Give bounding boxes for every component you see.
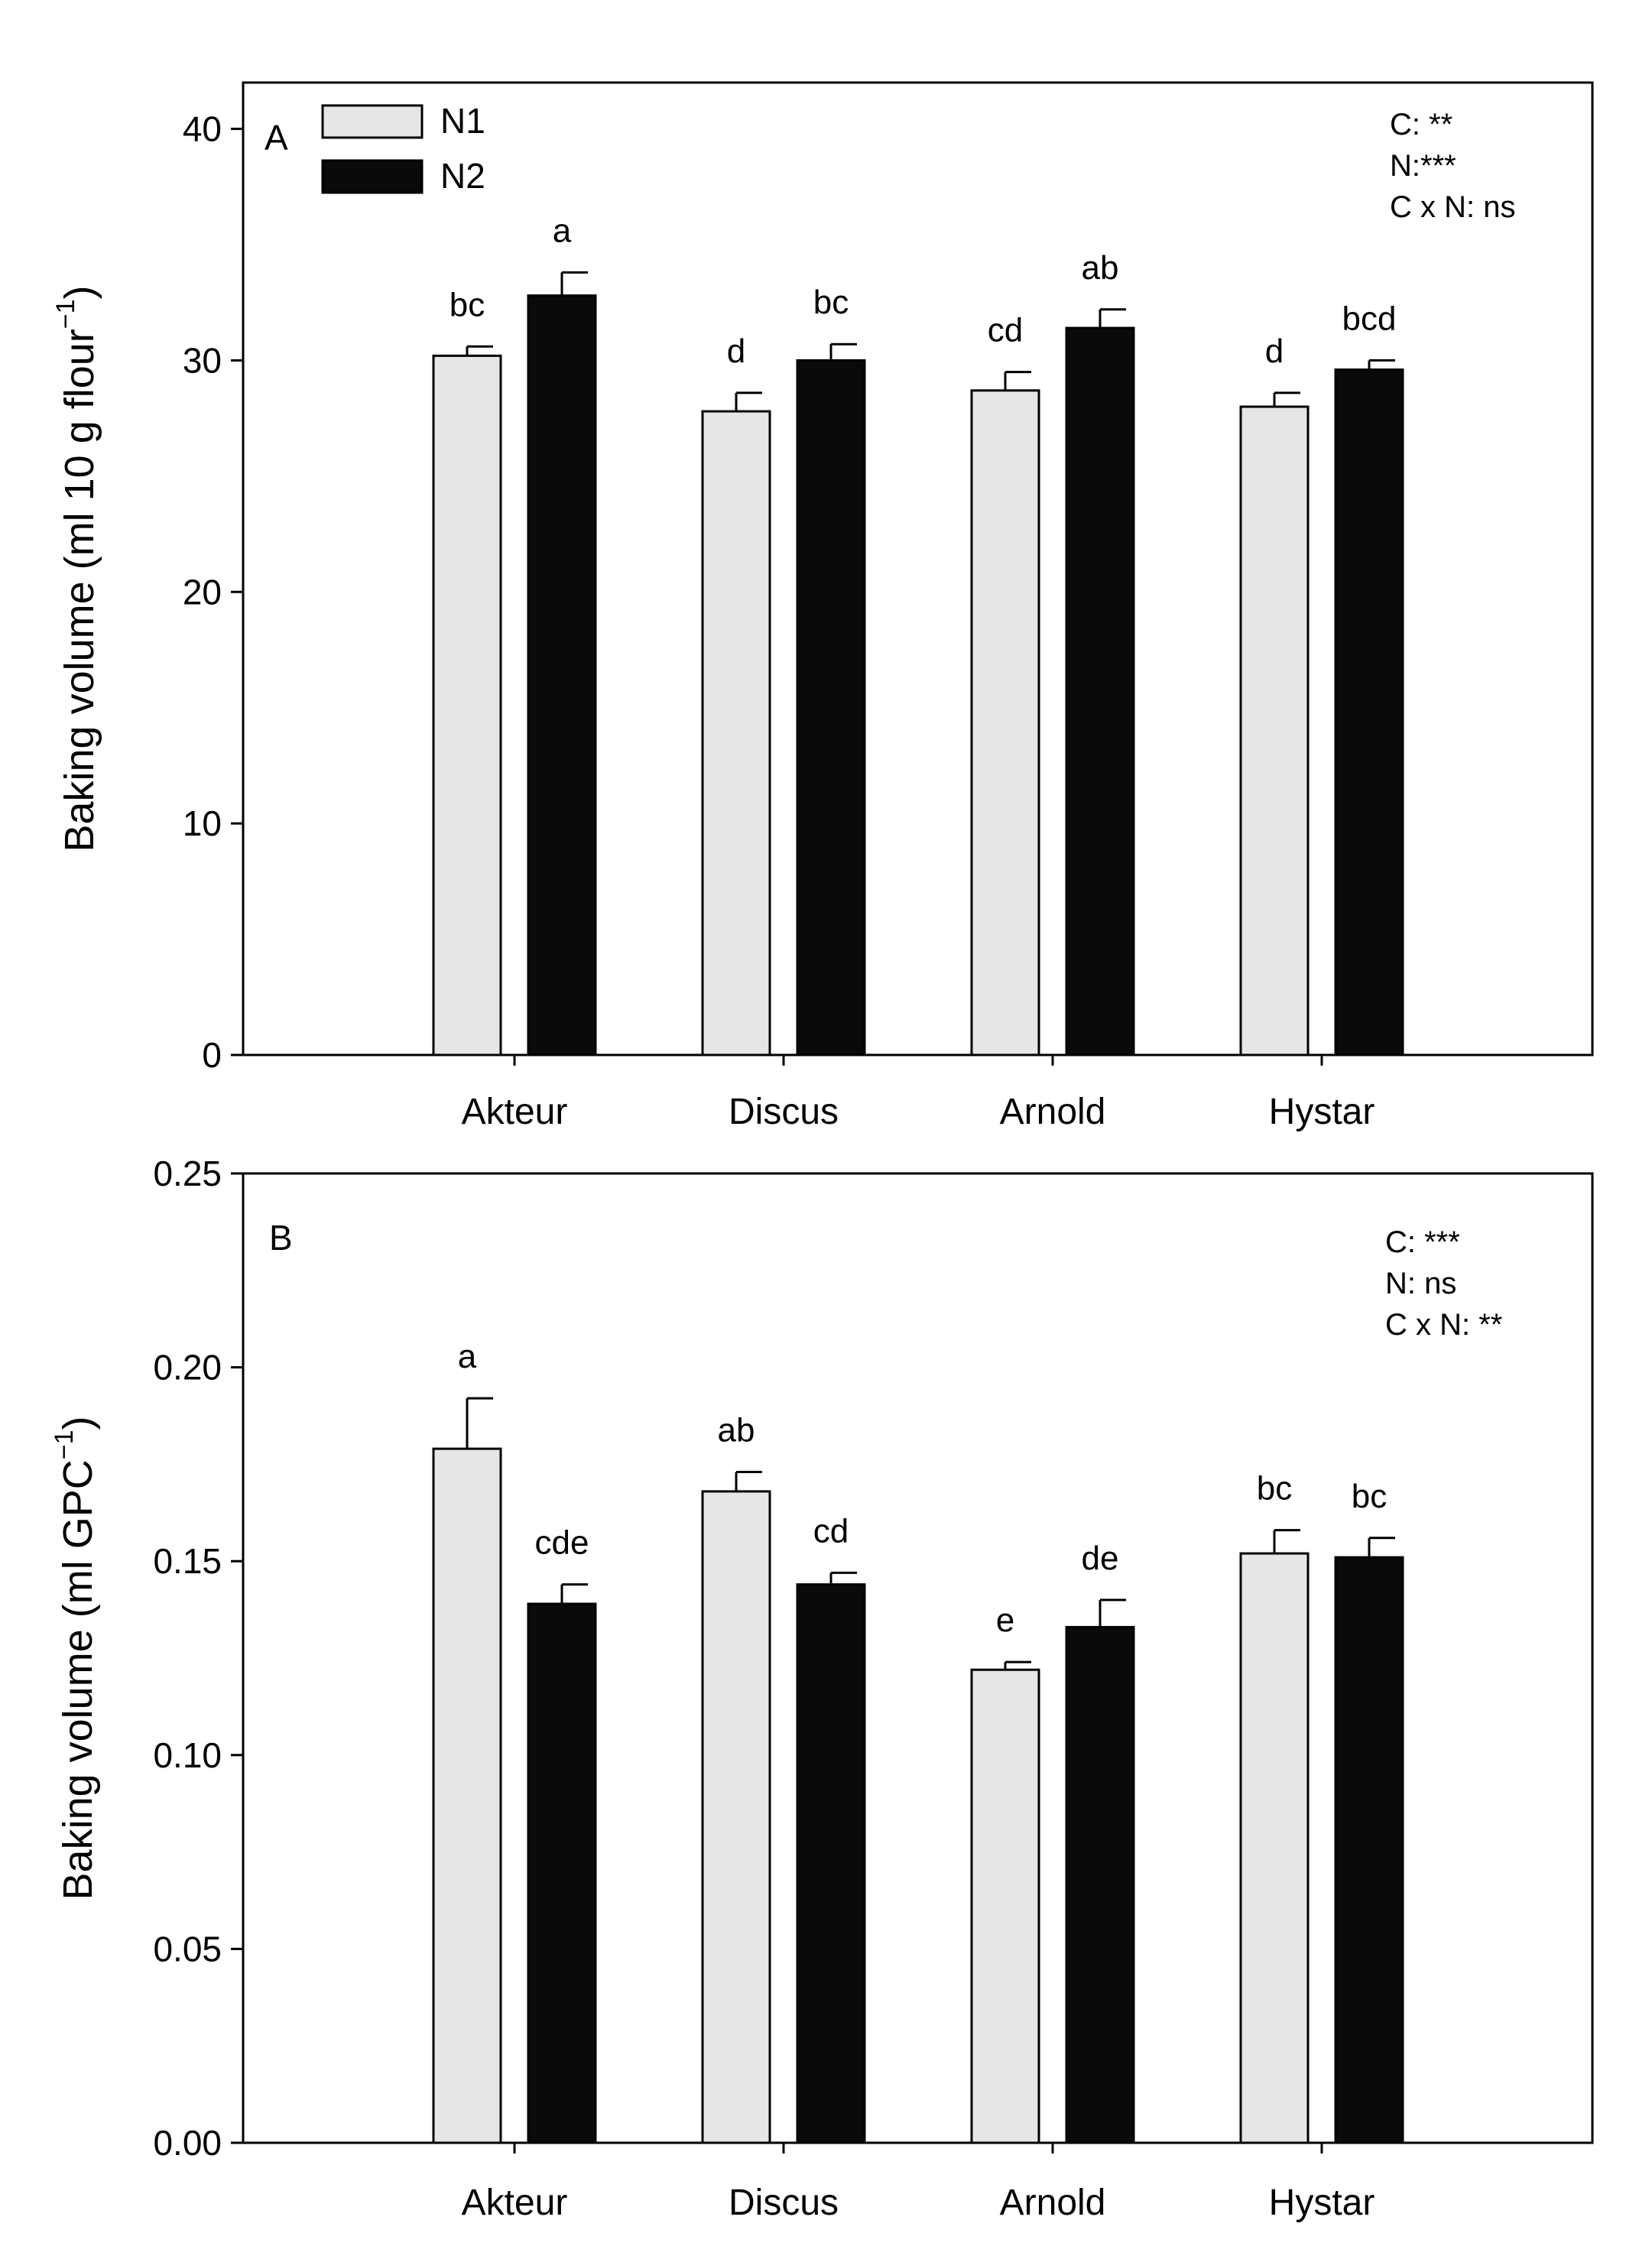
y-axis-title-main: Baking volume (ml GPC: [55, 1459, 101, 1900]
x-tick-label: Arnold: [1000, 2183, 1106, 2223]
significance-letter: d: [727, 333, 745, 370]
significance-letter: bc: [1257, 1470, 1292, 1508]
significance-letter: e: [996, 1602, 1014, 1639]
x-tick-label: Akteur: [462, 2183, 568, 2223]
significance-letter: ab: [718, 1412, 755, 1449]
significance-letter: bc: [450, 286, 485, 323]
bar-n2-arnold: [1065, 1625, 1135, 2144]
stats-annotation: N:***: [1390, 149, 1456, 183]
bar-n1-hystar: [1239, 405, 1310, 1056]
significance-letter: cd: [813, 1512, 849, 1550]
chart-panel-b: 0.00 0.05 0.10 0.15 0.20 0.25 Baking volume (m…: [50, 1154, 1594, 2223]
significance-letter: bc: [813, 284, 849, 321]
bar-n1-discus: [701, 1490, 771, 2144]
significance-letter: cde: [535, 1524, 589, 1562]
bar-n1-akteur: [432, 354, 502, 1056]
bar-n1-akteur: [432, 1447, 502, 2144]
significance-letter: de: [1082, 1540, 1119, 1577]
y-axis-title-exponent: −1: [51, 299, 80, 329]
significance-letter: ab: [1082, 249, 1119, 287]
x-tick-label: Discus: [729, 2183, 839, 2223]
y-tick-label: 0.15: [153, 1541, 222, 1581]
y-tick-label: 0.10: [153, 1735, 222, 1775]
y-tick-label: 30: [183, 340, 222, 380]
bar-n2-arnold: [1065, 326, 1135, 1056]
stats-annotation: C x N: **: [1385, 1308, 1502, 1342]
plot-frame: [242, 81, 1594, 1056]
bar-n1-arnold: [970, 1668, 1040, 2144]
bar-n1-arnold: [970, 389, 1040, 1056]
panel-letter: B: [269, 1218, 293, 1258]
significance-letter: bc: [1352, 1478, 1387, 1515]
bar-n2-akteur: [527, 294, 597, 1056]
y-tick-label: 0.05: [153, 1929, 222, 1969]
significance-letter: d: [1265, 333, 1284, 370]
bar-n2-akteur: [527, 1602, 597, 2144]
x-tick-label: Akteur: [462, 1092, 568, 1132]
plot-frame: [242, 1172, 1594, 2144]
y-tick-label: 0: [202, 1035, 222, 1075]
x-tick-label: Hystar: [1269, 1092, 1375, 1132]
y-tick-label: 0.20: [153, 1348, 222, 1388]
significance-letter: a: [553, 212, 572, 249]
significance-letter: cd: [988, 312, 1023, 349]
bar-n2-discus: [796, 1583, 866, 2144]
bar-n2-hystar: [1334, 1556, 1404, 2144]
legend-label-n1: N1: [440, 101, 485, 141]
significance-letter: a: [458, 1338, 477, 1375]
y-axis-title-close: ): [55, 1417, 101, 1430]
x-tick-label: Discus: [729, 1092, 839, 1132]
bar-n1-discus: [701, 410, 771, 1056]
y-axis-title-exponent: −1: [50, 1430, 79, 1460]
x-tick-label: Arnold: [1000, 1092, 1106, 1132]
y-tick-label: 0.25: [153, 1154, 222, 1193]
y-tick-label: 20: [183, 572, 222, 612]
chart-panel-a: 0 10 20 30 40 Baking volume (ml 10 g flour−1)…: [51, 81, 1594, 1132]
legend-swatch-n1: [321, 104, 424, 139]
bar-n2-discus: [796, 359, 866, 1056]
x-tick-label: Hystar: [1269, 2183, 1375, 2223]
stats-annotation: C: ***: [1385, 1225, 1460, 1259]
y-axis-title-close: ): [57, 285, 102, 299]
significance-letter: bcd: [1342, 300, 1397, 337]
stats-annotation: C x N: ns: [1390, 190, 1515, 224]
y-tick-label: 10: [183, 803, 222, 843]
legend-label-n2: N2: [440, 156, 485, 196]
legend-swatch-n2: [321, 159, 424, 194]
stats-annotation: N: ns: [1385, 1267, 1456, 1300]
stats-annotation: C: **: [1390, 108, 1452, 141]
y-tick-label: 0.00: [153, 2123, 222, 2163]
bar-n2-hystar: [1334, 368, 1404, 1056]
y-tick-label: 40: [183, 109, 222, 149]
y-axis-title: Baking volume (ml 10 g flour−1): [51, 285, 102, 852]
panel-letter: A: [265, 118, 288, 157]
y-axis-title: Baking volume (ml GPC−1): [50, 1417, 101, 1900]
bar-n1-hystar: [1239, 1552, 1310, 2144]
y-axis-title-main: Baking volume (ml 10 g flour: [57, 329, 102, 852]
